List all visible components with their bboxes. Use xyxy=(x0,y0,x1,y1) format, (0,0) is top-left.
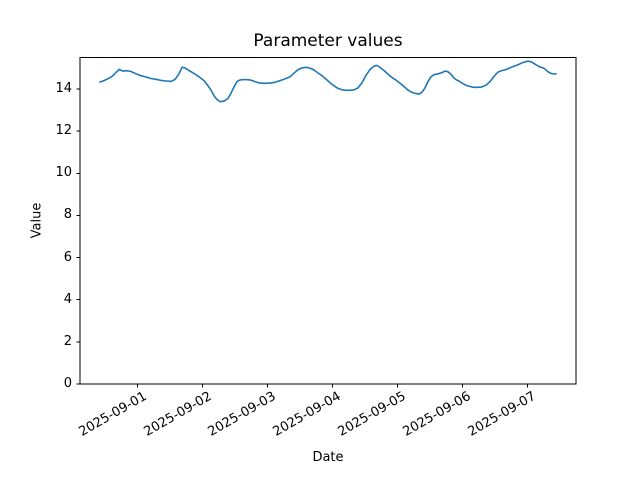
y-tick-label: 8 xyxy=(63,207,72,223)
y-tick-label: 6 xyxy=(63,249,72,265)
y-tick-label: 4 xyxy=(63,291,72,307)
plot-frame xyxy=(79,57,577,385)
y-tick-label: 0 xyxy=(63,376,72,391)
data-line-parameter-values xyxy=(99,60,557,103)
y-tick-label: 10 xyxy=(55,165,72,181)
chart-title: Parameter values xyxy=(253,31,403,51)
x-axis-label: Date xyxy=(312,450,344,465)
y-tick-label: 2 xyxy=(63,333,72,349)
y-tick-label: 12 xyxy=(55,123,72,139)
y-tick-label: 14 xyxy=(55,80,72,96)
